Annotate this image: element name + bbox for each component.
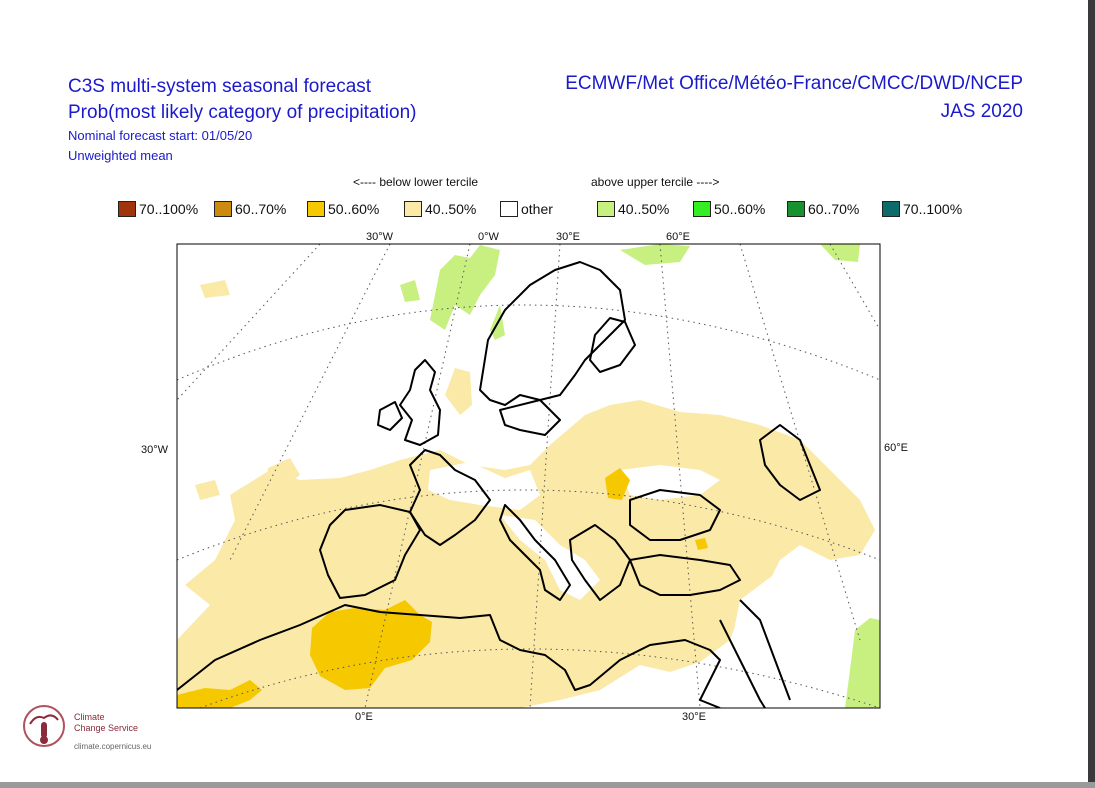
lat-label-60e-right: 60°E — [884, 442, 908, 454]
coastline-black-sea — [629, 489, 721, 541]
graticule-line — [177, 244, 321, 401]
logo-name: Climate Change Service — [74, 712, 138, 734]
legend-item-below-60-70: 60..70% — [214, 200, 286, 218]
logo-url: climate.copernicus.eu — [74, 742, 152, 751]
coastline-britain — [399, 359, 441, 446]
season-period: JAS 2020 — [940, 101, 1023, 122]
coastline-ireland — [377, 401, 403, 431]
graticule-line — [659, 244, 701, 708]
field-below-40-50-north — [445, 368, 472, 415]
coastline-scandinavia — [479, 261, 626, 406]
lon-label-0w-top: 0°W — [478, 231, 500, 243]
field-other-central — [428, 462, 540, 510]
legend-label: other — [521, 201, 553, 217]
legend-item-above-70-100: 70..100% — [882, 200, 962, 218]
coastline-caspian — [759, 424, 821, 501]
copernicus-logo: Climate Change Service climate.copernicu… — [22, 702, 192, 758]
field-below-40-50-nw — [200, 280, 230, 298]
legend-label: 40..50% — [425, 201, 477, 217]
probability-fields — [177, 244, 880, 708]
systems-block: ECMWF/Met Office/Météo-France/CMCC/DWD/N… — [565, 70, 1023, 126]
forecast-start: Nominal forecast start: 01/05/20 — [68, 128, 253, 143]
lat-label-30w-left: 30°W — [141, 444, 169, 456]
legend-item-below-70-100: 70..100% — [118, 200, 198, 218]
field-below-50-60-africa — [310, 600, 432, 690]
coastline-italy — [499, 504, 571, 601]
title-line-2: Prob(most likely category of precipitati… — [68, 102, 417, 123]
coastline-africa — [177, 604, 721, 708]
field-below-40-50-sea — [265, 458, 300, 490]
centres-list: ECMWF/Met Office/Météo-France/CMCC/DWD/N… — [565, 73, 1023, 94]
weighting-note: Unweighted mean — [68, 148, 173, 163]
legend-item-above-60-70: 60..70% — [787, 200, 859, 218]
legend-label: 50..60% — [714, 201, 766, 217]
lon-label-60e-top: 60°E — [666, 231, 690, 243]
field-below-50-60-east — [605, 468, 630, 500]
field-below-40-50-west — [195, 480, 220, 500]
logo-line-1: Climate — [74, 712, 105, 722]
legend-swatch — [597, 201, 615, 217]
coastline-arabia — [739, 599, 791, 701]
coastline-turkey — [629, 554, 741, 596]
legend-swatch — [118, 201, 136, 217]
lon-label-30e-top: 30°E — [556, 231, 580, 243]
legend-item-above-40-50: 40..50% — [597, 200, 669, 218]
field-above-40-50-far-ne — [820, 244, 860, 262]
viewer-border — [1088, 0, 1095, 788]
coastline-red-sea — [719, 619, 766, 708]
graticule-line — [229, 244, 391, 561]
field-other-southeast — [720, 570, 880, 708]
legend-label: 40..50% — [618, 201, 670, 217]
graticule-line — [829, 244, 880, 331]
logo-line-2: Change Service — [74, 723, 139, 733]
lon-label-30w-top: 30°W — [366, 231, 394, 243]
figure-title: C3S multi-system seasonal forecast Prob(… — [68, 74, 416, 166]
map-frame — [176, 243, 881, 709]
coastline-baltic-east — [499, 399, 561, 436]
field-above-40-50-nw — [400, 280, 420, 302]
field-above-40-50-se — [845, 618, 880, 708]
legend-swatch — [500, 201, 518, 217]
legend-label: 70..100% — [139, 201, 199, 217]
legend-item-below-40-50: 40..50% — [404, 200, 476, 218]
graticule-line — [177, 304, 880, 381]
graticule-line — [364, 244, 471, 708]
legend-item-above-50-60: 50..60% — [693, 200, 765, 218]
title-line-1: C3S multi-system seasonal forecast — [68, 76, 372, 97]
legend-label: 50..60% — [328, 201, 380, 217]
legend-item-below-50-60: 50..60% — [307, 200, 379, 218]
legend-swatch — [404, 201, 422, 217]
legend-item-other: other — [500, 200, 553, 218]
legend-label: 60..70% — [808, 201, 860, 217]
legend-swatch — [882, 201, 900, 217]
field-below-50-60-sw — [177, 680, 262, 708]
coastline-iberia — [319, 504, 421, 599]
field-above-40-50-ne — [620, 244, 690, 265]
legend-swatch — [693, 201, 711, 217]
graticule — [177, 244, 880, 708]
coastline-finland — [589, 317, 636, 373]
legend-swatch — [214, 201, 232, 217]
lon-label-0e-bottom: 0°E — [355, 711, 373, 723]
legend-above-heading: above upper tercile ----> — [591, 175, 720, 189]
lon-label-30e-bottom: 30°E — [682, 711, 706, 723]
graticule-line — [529, 244, 561, 708]
legend-label: 60..70% — [235, 201, 287, 217]
coastlines — [177, 261, 821, 708]
map-axis-labels: 30°W 0°W 30°E 60°E 30°W 60°E 0°E 30°E — [141, 231, 908, 723]
legend-label: 70..100% — [903, 201, 963, 217]
legend-swatch — [307, 201, 325, 217]
field-below-50-60-turkey — [695, 538, 708, 550]
coastline-france — [409, 449, 491, 546]
legend-swatch — [787, 201, 805, 217]
legend-below-heading: <---- below lower tercile — [353, 175, 479, 189]
field-other-italy — [500, 515, 600, 600]
viewer-border-bottom — [0, 782, 1095, 788]
coastline-balkans — [569, 524, 631, 601]
climate-logo-icon — [23, 705, 65, 747]
graticule-line — [199, 648, 880, 708]
field-other-east — [620, 465, 720, 500]
